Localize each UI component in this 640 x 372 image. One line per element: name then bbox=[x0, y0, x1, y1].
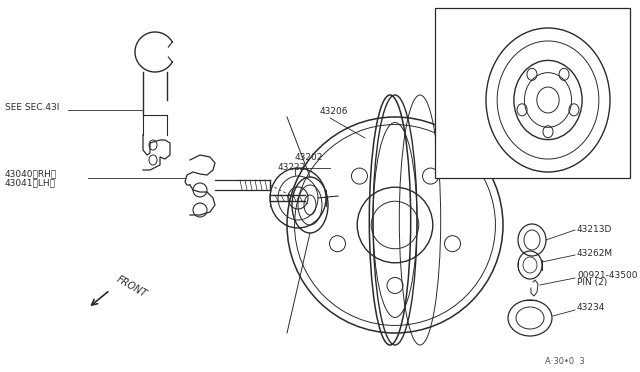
Bar bbox=[435, 8, 630, 178]
Text: 43207: 43207 bbox=[440, 96, 468, 105]
Text: A·30•0  3: A·30•0 3 bbox=[545, 357, 585, 366]
Text: FRONT: FRONT bbox=[115, 275, 148, 299]
Text: 43206: 43206 bbox=[320, 108, 349, 116]
Text: SEE SEC.43I: SEE SEC.43I bbox=[5, 103, 60, 112]
Text: 43222: 43222 bbox=[278, 164, 307, 173]
Text: 43234: 43234 bbox=[577, 304, 605, 312]
Text: 43041〈LH〉: 43041〈LH〉 bbox=[5, 179, 56, 187]
Text: PIN (2): PIN (2) bbox=[577, 279, 607, 288]
Text: 43213D: 43213D bbox=[577, 224, 612, 234]
Text: 43262M: 43262M bbox=[577, 250, 613, 259]
Text: 43040〈RH〉: 43040〈RH〉 bbox=[5, 170, 57, 179]
Text: 43202: 43202 bbox=[295, 154, 323, 163]
Text: 00921-43500: 00921-43500 bbox=[577, 270, 637, 279]
Text: DISK BRAKE REAR: DISK BRAKE REAR bbox=[445, 17, 538, 27]
